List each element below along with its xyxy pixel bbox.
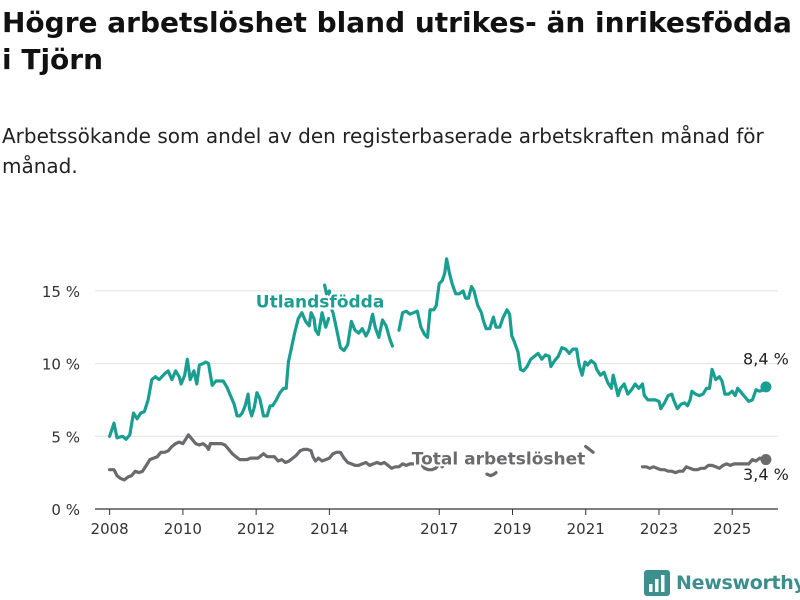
x-axis: 2008 2010 2012 2014 2017 2019 2021 2023 2025 bbox=[91, 508, 778, 538]
chart-subtitle: Arbetssökande som andel av den registerb… bbox=[2, 124, 764, 178]
series-label: Total arbetslöshet bbox=[412, 450, 586, 470]
end-value-label: 3,4 % bbox=[743, 465, 789, 484]
gridlines bbox=[95, 290, 778, 437]
series-line bbox=[640, 456, 768, 475]
x-tick-label: 2010 bbox=[164, 520, 202, 538]
end-points: 8,4 % 3,4 % bbox=[743, 349, 789, 484]
series-label: Utlandsfödda bbox=[256, 293, 385, 313]
series-annotations: Utlandsfödda Total arbetslöshet bbox=[254, 291, 588, 472]
series-line bbox=[323, 283, 394, 353]
series-lines bbox=[108, 257, 768, 482]
series-line bbox=[397, 257, 768, 411]
end-value-label: 8,4 % bbox=[743, 349, 789, 368]
x-tick-label: 2012 bbox=[237, 520, 275, 538]
x-tick-label: 2019 bbox=[493, 520, 531, 538]
brand-name: Newsworthy bbox=[676, 572, 800, 594]
series-line bbox=[584, 444, 595, 454]
series-line bbox=[108, 311, 331, 441]
x-tick-label: 2023 bbox=[640, 520, 678, 538]
bar-chart-icon bbox=[644, 570, 670, 596]
y-tick-label: 15 % bbox=[42, 283, 80, 301]
x-tick-label: 2021 bbox=[567, 520, 605, 538]
end-point-marker bbox=[760, 454, 772, 466]
x-tick-label: 2014 bbox=[310, 520, 348, 538]
series-0 bbox=[108, 257, 768, 441]
newsworthy-logo: Newsworthy bbox=[644, 568, 800, 598]
y-tick-label: 0 % bbox=[51, 501, 80, 519]
x-tick-label: 2008 bbox=[91, 520, 129, 538]
y-tick-label: 5 % bbox=[51, 428, 80, 446]
x-tick-label: 2025 bbox=[713, 520, 751, 538]
chart-title: Högre arbetslöshet bland utrikes- än inr… bbox=[2, 6, 792, 76]
y-tick-label: 10 % bbox=[42, 356, 80, 374]
x-tick-label: 2017 bbox=[420, 520, 458, 538]
end-point-marker bbox=[760, 381, 772, 393]
y-axis-tick-labels: 0 % 5 % 10 % 15 % bbox=[42, 283, 80, 519]
series-line bbox=[485, 471, 498, 478]
series-1 bbox=[108, 433, 768, 482]
series-line bbox=[108, 433, 447, 482]
